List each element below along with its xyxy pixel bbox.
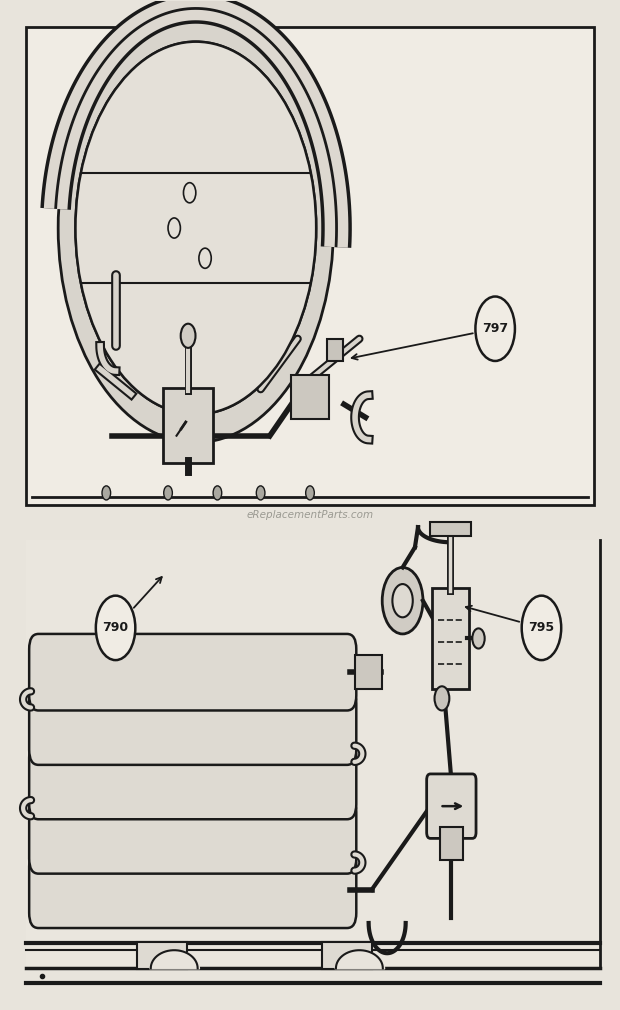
FancyBboxPatch shape xyxy=(29,742,356,819)
Circle shape xyxy=(521,596,561,661)
FancyBboxPatch shape xyxy=(355,655,382,689)
Circle shape xyxy=(180,323,195,347)
FancyBboxPatch shape xyxy=(26,540,600,969)
Circle shape xyxy=(184,183,196,203)
FancyBboxPatch shape xyxy=(163,388,213,463)
FancyBboxPatch shape xyxy=(322,942,373,970)
FancyBboxPatch shape xyxy=(440,827,463,860)
Circle shape xyxy=(184,183,196,203)
Ellipse shape xyxy=(58,13,334,442)
Text: 795: 795 xyxy=(528,621,554,634)
FancyBboxPatch shape xyxy=(430,522,471,536)
Circle shape xyxy=(96,596,135,661)
FancyBboxPatch shape xyxy=(29,851,356,928)
Ellipse shape xyxy=(76,41,316,414)
Circle shape xyxy=(164,486,172,500)
Circle shape xyxy=(435,687,449,710)
FancyBboxPatch shape xyxy=(427,774,476,838)
Circle shape xyxy=(199,248,211,269)
Circle shape xyxy=(199,248,211,269)
FancyBboxPatch shape xyxy=(432,588,469,689)
Circle shape xyxy=(382,568,423,634)
Text: 797: 797 xyxy=(482,322,508,335)
FancyBboxPatch shape xyxy=(26,26,594,505)
Text: eReplacementParts.com: eReplacementParts.com xyxy=(246,510,374,520)
Circle shape xyxy=(168,218,180,238)
Circle shape xyxy=(102,486,110,500)
FancyBboxPatch shape xyxy=(29,797,356,874)
FancyBboxPatch shape xyxy=(136,942,187,970)
FancyBboxPatch shape xyxy=(327,338,343,361)
Circle shape xyxy=(213,486,222,500)
FancyBboxPatch shape xyxy=(29,688,356,765)
FancyBboxPatch shape xyxy=(29,634,356,710)
Circle shape xyxy=(306,486,314,500)
Circle shape xyxy=(476,297,515,361)
Ellipse shape xyxy=(76,41,316,414)
Circle shape xyxy=(392,584,413,617)
Circle shape xyxy=(168,218,180,238)
FancyBboxPatch shape xyxy=(291,375,329,419)
Ellipse shape xyxy=(76,41,316,414)
Circle shape xyxy=(256,486,265,500)
Circle shape xyxy=(472,628,485,648)
Text: 790: 790 xyxy=(102,621,128,634)
